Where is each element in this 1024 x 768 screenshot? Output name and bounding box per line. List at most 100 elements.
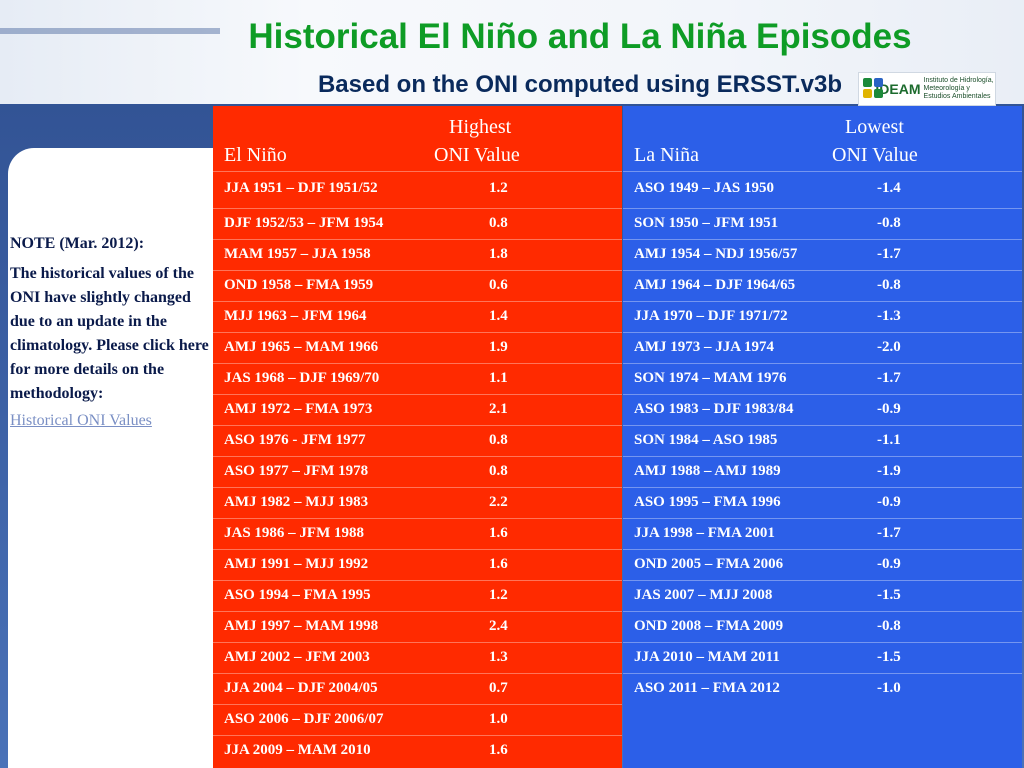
table-row: ASO 1977 – JFM 1978 0.8: [213, 456, 622, 487]
logo-mark-icon: [863, 78, 883, 100]
table-row: MJJ 1963 – JFM 1964 1.4: [213, 301, 622, 332]
row-period: AMJ 1964 – DJF 1964/65: [634, 277, 796, 293]
row-period: MJJ 1963 – JFM 1964: [224, 308, 367, 324]
row-period: JJA 2004 – DJF 2004/05: [224, 680, 378, 696]
table-row: ASO 2011 – FMA 2012 -1.0: [623, 673, 1022, 704]
row-oni-value: -1.7: [877, 370, 901, 386]
row-oni-value: 1.6: [489, 742, 508, 758]
row-period: ASO 1976 - JFM 1977: [224, 432, 366, 448]
table-row: JJA 2010 – MAM 2011 -1.5: [623, 642, 1022, 673]
table-row: DJF 1952/53 – JFM 1954 0.8: [213, 208, 622, 239]
row-oni-value: -0.9: [877, 556, 901, 572]
table-row: OND 2008 – FMA 2009 -0.8: [623, 611, 1022, 642]
la-nina-header-top: Lowest: [845, 116, 904, 138]
table-row: OND 1958 – FMA 1959 0.6: [213, 270, 622, 301]
row-period: AMJ 1973 – JJA 1974: [634, 339, 774, 355]
row-oni-value: 2.4: [489, 618, 508, 634]
row-oni-value: 1.1: [489, 370, 508, 386]
el-nino-header-value: ONI Value: [434, 144, 520, 166]
institution-logo: IDEAM Instituto de Hidrología, Meteorolo…: [858, 72, 996, 106]
table-row: SON 1984 – ASO 1985 -1.1: [623, 425, 1022, 456]
row-period: JJA 2010 – MAM 2011: [634, 649, 780, 665]
left-panel: [8, 148, 214, 768]
table-row: OND 2005 – FMA 2006 -0.9: [623, 549, 1022, 580]
row-oni-value: -1.9: [877, 463, 901, 479]
el-nino-table: Highest El Niño ONI Value JJA 1951 – DJF…: [213, 106, 622, 768]
la-nina-header-label: La Niña: [634, 144, 699, 166]
row-oni-value: -1.5: [877, 587, 901, 603]
row-oni-value: -0.9: [877, 494, 901, 510]
row-period: JAS 1968 – DJF 1969/70: [224, 370, 380, 386]
table-row: AMJ 1988 – AMJ 1989 -1.9: [623, 456, 1022, 487]
row-oni-value: -1.4: [877, 180, 901, 196]
row-period: SON 1984 – ASO 1985: [634, 432, 778, 448]
row-oni-value: -0.8: [877, 277, 901, 293]
row-period: AMJ 1972 – FMA 1973: [224, 401, 373, 417]
row-oni-value: 0.6: [489, 277, 508, 293]
note-body: The historical values of the ONI have sl…: [10, 265, 209, 402]
table-row: JJA 1998 – FMA 2001 -1.7: [623, 518, 1022, 549]
table-row: JAS 2007 – MJJ 2008 -1.5: [623, 580, 1022, 611]
row-oni-value: 1.6: [489, 525, 508, 541]
row-period: ASO 2011 – FMA 2012: [634, 680, 780, 696]
table-row: JJA 1970 – DJF 1971/72 -1.3: [623, 301, 1022, 332]
row-oni-value: 2.1: [489, 401, 508, 417]
table-row: AMJ 1965 – MAM 1966 1.9: [213, 332, 622, 363]
row-oni-value: -0.8: [877, 618, 901, 634]
note-section: NOTE (Mar. 2012): The historical values …: [10, 232, 214, 436]
decorative-band: [0, 28, 220, 34]
row-period: ASO 1977 – JFM 1978: [224, 463, 369, 479]
row-oni-value: -1.7: [877, 246, 901, 262]
row-period: AMJ 1982 – MJJ 1983: [224, 494, 369, 510]
logo-institution-text: Instituto de Hidrología, Meteorología y …: [923, 77, 994, 100]
row-oni-value: 1.4: [489, 308, 508, 324]
row-period: DJF 1952/53 – JFM 1954: [224, 215, 384, 231]
table-row: SON 1950 – JFM 1951 -0.8: [623, 208, 1022, 239]
row-period: MAM 1957 – JJA 1958: [224, 246, 371, 262]
table-row: ASO 1976 - JFM 1977 0.8: [213, 425, 622, 456]
logo-brand: IDEAM: [875, 81, 921, 97]
row-period: AMJ 1954 – NDJ 1956/57: [634, 246, 798, 262]
row-oni-value: -2.0: [877, 339, 901, 355]
row-period: JJA 2009 – MAM 2010: [224, 742, 371, 758]
row-oni-value: -1.0: [877, 680, 901, 696]
page-subtitle: Based on the ONI computed using ERSST.v3…: [317, 71, 843, 98]
row-period: JAS 2007 – MJJ 2008: [634, 587, 773, 603]
table-row: ASO 2006 – DJF 2006/07 1.0: [213, 704, 622, 735]
row-period: OND 1958 – FMA 1959: [224, 277, 374, 293]
row-period: ASO 1994 – FMA 1995: [224, 587, 371, 603]
row-period: JJA 1970 – DJF 1971/72: [634, 308, 788, 324]
table-row: AMJ 1982 – MJJ 1983 2.2: [213, 487, 622, 518]
row-oni-value: -1.1: [877, 432, 901, 448]
table-row: AMJ 1997 – MAM 1998 2.4: [213, 611, 622, 642]
table-row: JJA 2009 – MAM 2010 1.6: [213, 735, 622, 766]
table-row: JJA 2004 – DJF 2004/05 0.7: [213, 673, 622, 704]
row-oni-value: -1.7: [877, 525, 901, 541]
table-row: ASO 1995 – FMA 1996 -0.9: [623, 487, 1022, 518]
row-oni-value: 1.9: [489, 339, 508, 355]
row-oni-value: 1.3: [489, 649, 508, 665]
row-oni-value: -0.9: [877, 401, 901, 417]
row-oni-value: 0.7: [489, 680, 508, 696]
row-period: AMJ 1965 – MAM 1966: [224, 339, 379, 355]
row-period: AMJ 1991 – MJJ 1992: [224, 556, 369, 572]
row-oni-value: -1.5: [877, 649, 901, 665]
table-row: ASO 1949 – JAS 1950 -1.4: [623, 171, 1022, 208]
row-oni-value: 0.8: [489, 463, 508, 479]
row-period: OND 2008 – FMA 2009: [634, 618, 784, 634]
la-nina-table: Lowest La Niña ONI Value ASO 1949 – JAS …: [623, 106, 1022, 768]
row-period: JJA 1998 – FMA 2001: [634, 525, 775, 541]
row-oni-value: 1.2: [489, 587, 508, 603]
note-heading: NOTE (Mar. 2012):: [10, 235, 145, 252]
table-row: AMJ 2002 – JFM 2003 1.3: [213, 642, 622, 673]
row-period: ASO 1983 – DJF 1983/84: [634, 401, 794, 417]
historical-oni-link[interactable]: Historical ONI Values: [10, 412, 152, 429]
row-period: JJA 1951 – DJF 1951/52: [224, 180, 378, 196]
row-oni-value: 1.0: [489, 711, 508, 727]
row-period: AMJ 2002 – JFM 2003: [224, 649, 370, 665]
table-row: ASO 1994 – FMA 1995 1.2: [213, 580, 622, 611]
row-period: AMJ 1988 – AMJ 1989: [634, 463, 781, 479]
row-oni-value: 1.6: [489, 556, 508, 572]
row-oni-value: 0.8: [489, 215, 508, 231]
el-nino-header-label: El Niño: [224, 144, 287, 166]
